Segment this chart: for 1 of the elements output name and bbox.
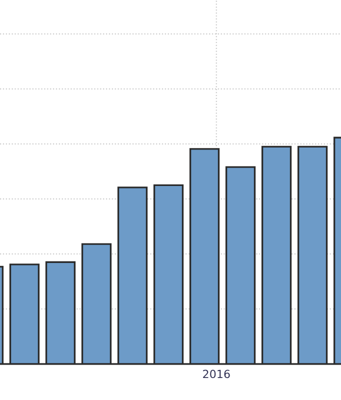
x-tick-label: 2016 bbox=[203, 370, 230, 378]
